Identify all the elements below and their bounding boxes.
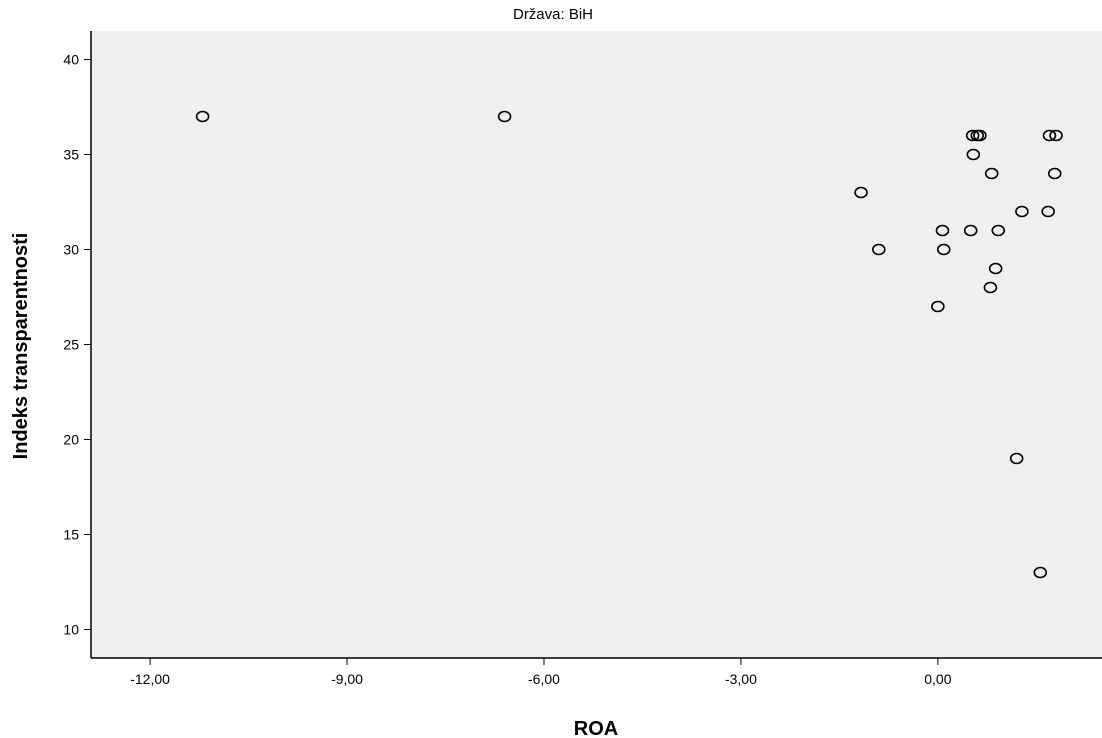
y-tick-label: 30 — [63, 242, 79, 258]
data-point — [1041, 205, 1055, 218]
y-tick-label: 15 — [63, 527, 79, 543]
data-point — [1033, 566, 1048, 579]
data-point — [983, 281, 998, 294]
y-tick-label: 25 — [63, 337, 79, 353]
x-tick-label: -12,00 — [130, 671, 170, 687]
y-axis-title: Indeks transparentnosti — [10, 233, 32, 460]
data-point — [935, 224, 950, 237]
data-point — [497, 110, 512, 123]
x-tick-label: -6,00 — [528, 671, 560, 687]
y-tick-label: 10 — [63, 622, 79, 638]
data-point — [931, 300, 945, 313]
x-tick-label: -3,00 — [725, 671, 757, 687]
plot-area — [91, 31, 1102, 658]
data-points — [195, 110, 1063, 579]
data-point — [1047, 167, 1062, 180]
y-tick-label: 40 — [63, 52, 79, 68]
data-point — [1042, 129, 1057, 142]
data-point — [991, 224, 1006, 237]
x-tick-label: -9,00 — [331, 671, 363, 687]
data-point — [854, 186, 868, 199]
data-point — [966, 148, 981, 161]
data-point — [195, 110, 210, 123]
y-tick-label: 20 — [63, 432, 79, 448]
data-point — [988, 262, 1003, 275]
data-point — [936, 243, 951, 256]
axes: -12,00 -9,00 -6,00 -3,00 0,00 10 15 20 25 30 35 40 — [63, 31, 1102, 687]
data-point — [1009, 452, 1024, 465]
data-point — [1015, 205, 1029, 218]
data-point — [965, 129, 980, 142]
data-point — [871, 243, 886, 256]
x-tick-label: 0,00 — [924, 671, 951, 687]
data-point — [1049, 129, 1063, 142]
chart-title: Država: BiH — [513, 6, 593, 23]
data-point — [984, 167, 999, 180]
data-point — [963, 224, 978, 237]
y-tick-label: 35 — [63, 147, 79, 163]
x-axis-title: ROA — [574, 718, 618, 738]
data-point — [973, 129, 987, 142]
